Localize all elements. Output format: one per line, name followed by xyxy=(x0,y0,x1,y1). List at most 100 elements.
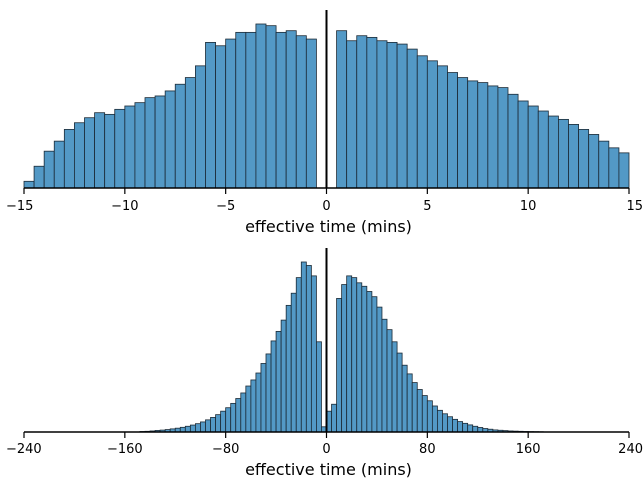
histogram-bar xyxy=(205,42,216,189)
histogram-bar xyxy=(184,77,196,189)
histogram-bar xyxy=(310,275,317,433)
histogram-bar xyxy=(457,421,464,433)
histogram-bar xyxy=(568,124,579,189)
histogram-bar xyxy=(447,72,458,189)
histogram-bar xyxy=(275,330,282,433)
histogram-bar xyxy=(285,30,297,189)
histogram-bar xyxy=(336,30,348,189)
histogram-bar xyxy=(305,38,317,189)
histogram-bar xyxy=(477,82,489,189)
histogram-bar xyxy=(371,296,378,433)
histogram-bar xyxy=(174,83,186,189)
histogram-bar xyxy=(401,364,408,433)
histogram-bar xyxy=(437,409,443,433)
histogram-bar xyxy=(406,48,418,189)
x-tick-label: 0 xyxy=(322,199,330,214)
histogram-bar xyxy=(114,108,126,189)
histogram-bar xyxy=(356,35,368,189)
histogram-bar xyxy=(290,292,297,433)
histogram-bar xyxy=(356,282,363,433)
histogram-bar xyxy=(189,424,196,433)
histogram-bar xyxy=(220,410,227,433)
histogram-bar xyxy=(346,40,358,189)
histogram-bar xyxy=(270,340,277,433)
histogram-bar xyxy=(164,90,176,189)
x-tick-label: −5 xyxy=(216,199,235,214)
histogram-bar xyxy=(53,140,65,189)
histogram-bar xyxy=(144,97,156,189)
histogram-bar xyxy=(195,65,206,189)
histogram-bar xyxy=(210,417,216,433)
histogram-bar xyxy=(285,304,292,433)
histogram-bar xyxy=(230,402,237,433)
histogram-bar xyxy=(336,298,343,433)
histogram-bar xyxy=(416,389,423,433)
histogram-bar xyxy=(235,31,247,189)
histogram-bar xyxy=(316,341,322,433)
histogram-bar xyxy=(366,291,373,433)
histogram-bar xyxy=(33,165,45,189)
histogram-bar xyxy=(104,113,116,189)
histogram-bar xyxy=(265,25,277,189)
histogram-bar xyxy=(265,353,272,433)
histogram-bar xyxy=(300,261,307,433)
histogram-bar xyxy=(537,110,549,189)
x-axis-label: effective time (mins) xyxy=(245,460,412,479)
histogram-bar xyxy=(240,392,247,433)
histogram-bar xyxy=(341,284,348,433)
histogram-bar xyxy=(487,85,499,189)
histogram-bar xyxy=(416,55,428,189)
histogram-bar xyxy=(588,134,600,189)
histogram-bar xyxy=(331,403,337,433)
histogram-bar xyxy=(452,418,458,433)
histogram-bar xyxy=(426,400,433,433)
histogram-bar xyxy=(346,275,353,433)
histogram-bar xyxy=(195,423,201,433)
histogram-bar xyxy=(255,372,262,433)
histogram-bar xyxy=(225,38,237,189)
histogram-bar xyxy=(431,405,438,433)
histogram-bar xyxy=(305,265,312,433)
histogram-bar xyxy=(215,45,227,189)
histogram-bar xyxy=(43,150,55,189)
x-tick-label: 0 xyxy=(322,442,330,457)
histogram-bar xyxy=(608,147,620,189)
histogram-bar xyxy=(462,422,469,433)
histogram-bar xyxy=(134,102,146,189)
histogram-bar xyxy=(411,382,418,433)
x-tick-label: −240 xyxy=(6,442,42,457)
histogram-bar xyxy=(391,341,398,433)
x-tick-label: 240 xyxy=(618,442,643,457)
histogram-bar xyxy=(184,425,191,433)
histogram-bar xyxy=(467,80,479,189)
histogram-bar xyxy=(280,319,287,433)
x-tick-label: 5 xyxy=(423,199,431,214)
histogram-bar xyxy=(598,140,610,189)
histogram-bar xyxy=(386,42,398,189)
histogram-bar xyxy=(225,407,232,433)
histogram-bar xyxy=(467,424,474,433)
x-tick-label: 15 xyxy=(626,199,643,214)
histogram-bar xyxy=(386,329,393,433)
histogram-bar xyxy=(457,77,469,189)
histogram-bar xyxy=(396,43,408,189)
histogram-bar xyxy=(507,93,519,189)
histogram-bar xyxy=(376,40,388,189)
x-tick-label: −80 xyxy=(212,442,239,457)
histogram-bar xyxy=(295,35,307,189)
histogram-bar xyxy=(154,95,166,189)
histogram-bar xyxy=(245,385,252,433)
histogram-bar xyxy=(366,36,378,189)
histogram-bar xyxy=(406,373,413,433)
histogram-bar xyxy=(527,105,539,189)
histogram-bar xyxy=(250,379,257,433)
histogram-bar xyxy=(23,180,35,189)
histogram-bar xyxy=(351,277,358,433)
histogram-bar xyxy=(361,285,368,433)
histogram-bar xyxy=(376,306,383,433)
histogram-bar xyxy=(426,60,438,189)
histogram-bar xyxy=(472,425,479,433)
histogram-bar xyxy=(200,421,206,433)
histogram-bar xyxy=(442,413,448,433)
histogram-bar xyxy=(205,419,211,433)
